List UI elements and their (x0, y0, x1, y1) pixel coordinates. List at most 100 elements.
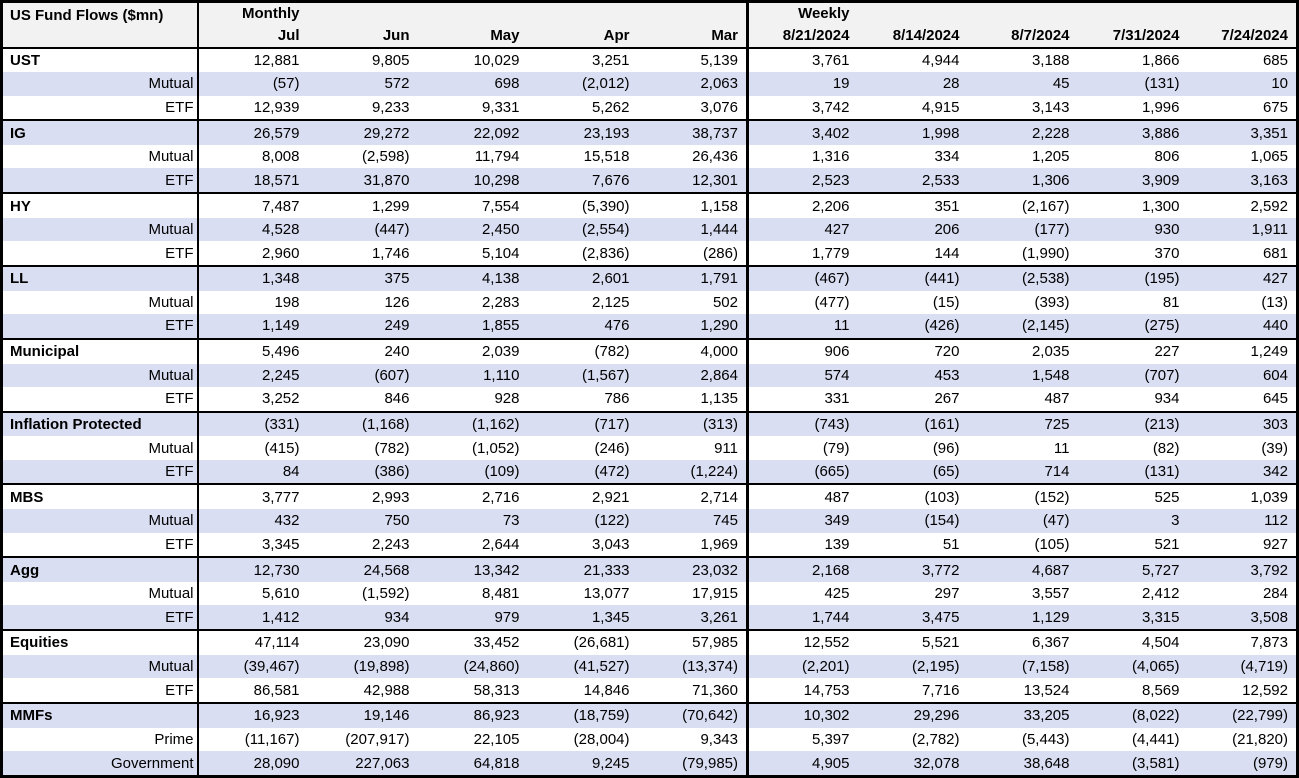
monthly-value-cell: 1,290 (637, 314, 748, 339)
weekly-value-cell: (177) (967, 217, 1078, 242)
table-title: US Fund Flows ($mn) (1, 1, 199, 48)
monthly-value-cell: 2,601 (527, 264, 638, 291)
monthly-value-cell: 2,714 (637, 483, 748, 510)
subcategory-row: ETF 3,252 846 928 786 1,135 331 267 487 934 645 (1, 386, 1298, 412)
weekly-value-cell: (2,195) (857, 654, 968, 679)
weekly-value-cell: 370 (1154, 244, 1180, 262)
monthly-value-cell: 11,794 (474, 148, 520, 166)
weekly-value-cell: 342 (1187, 459, 1298, 485)
subcategory-row: Prime (11,167) (207,917) 22,105 (28,004) 9,34… (1, 727, 1298, 752)
weekly-value-cell: 7,873 (1187, 629, 1298, 655)
monthly-value-cell: 18,571 (197, 168, 308, 194)
weekly-value-cell: (21,820) (1232, 730, 1288, 748)
monthly-value-cell: 3,261 (637, 605, 748, 631)
weekly-value-cell: (3,581) (1077, 751, 1188, 777)
weekly-value-cell: (477) (746, 290, 858, 315)
monthly-value-cell: 22,092 (417, 119, 528, 146)
weekly-value-cell: (82) (1152, 439, 1180, 457)
monthly-value-cell: (1,224) (637, 459, 748, 485)
weekly-value-cell: (103) (857, 483, 968, 510)
monthly-value-cell: 126 (384, 293, 410, 311)
column-header-jul: Jul (197, 24, 308, 49)
weekly-value-cell: (2,538) (967, 264, 1078, 291)
category-row: LL 1,348 375 4,138 2,601 1,791 (467) (441) (2,53… (1, 264, 1298, 291)
monthly-value-cell: 12,881 (197, 46, 308, 73)
monthly-value-cell: (28,004) (573, 730, 630, 748)
weekly-value-cell: 12,552 (746, 629, 858, 655)
subcategory-row: Mutual 8,008 (2,598) 11,794 15,518 26,436 1,31… (1, 145, 1298, 169)
subcategory-row: Mutual (57) 572 698 (2,012) 2,063 19 28 45 (131) 1… (1, 72, 1298, 96)
header-spacer (637, 1, 748, 25)
monthly-value-cell: (331) (197, 410, 308, 437)
weekly-value-cell: 227 (1077, 337, 1188, 364)
weekly-value-cell: 1,306 (967, 168, 1078, 194)
subcategory-label: ETF (1, 314, 199, 339)
monthly-value-cell: (2,554) (527, 217, 638, 242)
monthly-value-cell: (207,917) (345, 730, 410, 748)
category-row: Equities 47,114 23,090 33,452 (26,681) 57,985… (1, 629, 1298, 655)
weekly-value-cell: 3 (1077, 509, 1188, 533)
weekly-value-cell: 10,302 (746, 701, 858, 728)
monthly-value-cell: (18,759) (527, 701, 638, 728)
monthly-value-cell: 2,245 (197, 363, 308, 387)
weekly-value-cell: 51 (942, 535, 960, 553)
monthly-value-cell: 57,985 (637, 629, 748, 655)
monthly-value-cell: 1,299 (307, 192, 418, 218)
weekly-value-cell: 4,504 (1077, 629, 1188, 655)
monthly-value-cell: 26,579 (197, 119, 308, 146)
category-row: Agg 12,730 24,568 13,342 21,333 23,032 2,168 3,… (1, 556, 1298, 583)
weekly-value-cell: (213) (1077, 410, 1188, 437)
header-spacer (967, 1, 1078, 25)
category-label: LL (1, 264, 199, 291)
weekly-value-cell: (39) (1261, 439, 1288, 457)
monthly-value-cell: 5,610 (261, 585, 300, 603)
weekly-value-cell: (47) (967, 509, 1078, 533)
weekly-value-cell: 487 (1044, 390, 1070, 408)
subcategory-row: Government 28,090 227,063 64,818 9,245 (79,98… (1, 751, 1298, 777)
section-header-row: US Fund Flows ($mn) Monthly Weekly (1, 1, 1298, 48)
category-row: Municipal 5,496 240 2,039 (782) 4,000 906 720 2,… (1, 337, 1298, 364)
monthly-value-cell: 928 (494, 390, 520, 408)
weekly-value-cell: 3,792 (1187, 556, 1298, 583)
monthly-value-cell: 745 (637, 509, 748, 533)
monthly-value-cell: 3,043 (591, 535, 630, 553)
weekly-value-cell: 5,397 (746, 727, 858, 752)
monthly-value-cell: 64,818 (417, 751, 528, 777)
monthly-value-cell: 750 (307, 509, 418, 533)
category-row: Inflation Protected (331) (1,168) (1,162) (7… (1, 410, 1298, 437)
weekly-value-cell: 427 (1187, 264, 1298, 291)
weekly-value-cell: 3,143 (1031, 98, 1070, 116)
section-label-monthly: Monthly (197, 1, 308, 25)
weekly-value-cell: 28 (857, 72, 968, 96)
weekly-value-cell: 685 (1187, 46, 1298, 73)
weekly-value-cell: 351 (857, 192, 968, 218)
weekly-value-cell: 284 (1262, 585, 1288, 603)
monthly-value-cell: 5,262 (591, 98, 630, 116)
category-row: HY 7,487 1,299 7,554 (5,390) 1,158 2,206 351 (2,… (1, 192, 1298, 218)
monthly-value-cell: 58,313 (473, 681, 520, 699)
subcategory-row: Mutual 5,610 (1,592) 8,481 13,077 17,915 425 29… (1, 582, 1298, 606)
weekly-value-cell: 3,508 (1187, 605, 1298, 631)
monthly-value-cell: (1,168) (307, 410, 418, 437)
subcategory-row: Mutual 4,528 (447) 2,450 (2,554) 1,444 427 206(… (1, 217, 1298, 242)
subcategory-label: Mutual (1, 145, 199, 169)
monthly-value-cell: 12,730 (197, 556, 308, 583)
subcategory-label: Mutual (1, 217, 199, 242)
weekly-value-cell: (467) (746, 264, 858, 291)
monthly-value-cell: 15,518 (583, 148, 630, 166)
monthly-value-cell: (415) (264, 439, 300, 457)
weekly-value-cell: (393) (1034, 293, 1070, 311)
monthly-value-cell: 14,846 (583, 681, 630, 699)
monthly-value-cell: 375 (307, 264, 418, 291)
monthly-value-cell: 240 (307, 337, 418, 364)
weekly-value-cell: 11 (746, 314, 858, 339)
weekly-value-cell: 453 (857, 363, 968, 387)
weekly-value-cell: 714 (967, 459, 1078, 485)
monthly-value-cell: 2,063 (637, 72, 748, 96)
weekly-value-cell: (7,158) (967, 654, 1078, 679)
table-body: UST 12,881 9,805 10,029 3,251 5,139 3,761 4,944… (1, 46, 1298, 777)
monthly-value-cell: 572 (307, 72, 418, 96)
monthly-value-cell: 9,805 (307, 46, 418, 73)
monthly-value-cell: 12,301 (637, 168, 748, 194)
monthly-value-cell: 31,870 (307, 168, 418, 194)
